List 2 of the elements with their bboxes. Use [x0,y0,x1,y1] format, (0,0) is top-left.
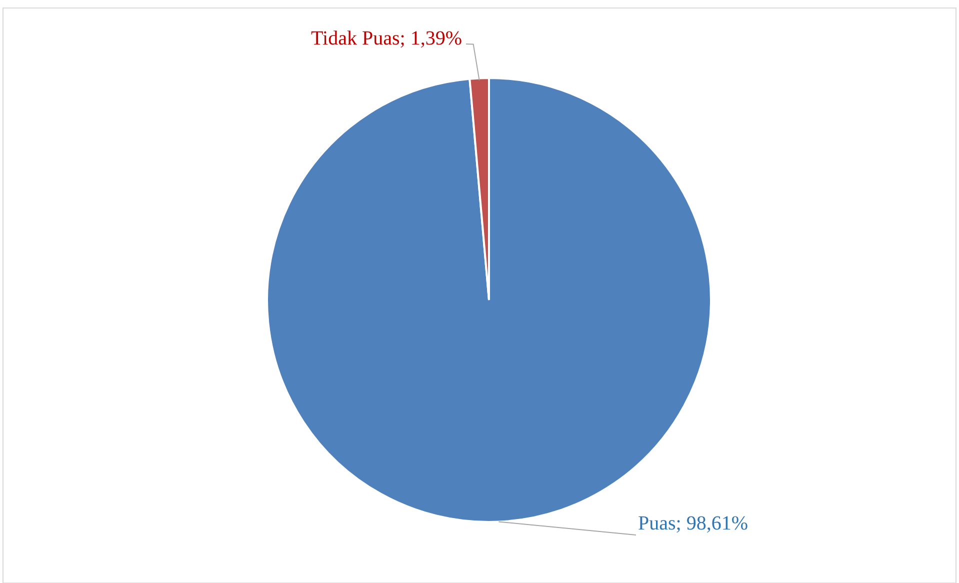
slice-label: Tidak Puas; 1,39% [311,28,462,50]
slice-label: Puas; 98,61% [638,512,748,535]
